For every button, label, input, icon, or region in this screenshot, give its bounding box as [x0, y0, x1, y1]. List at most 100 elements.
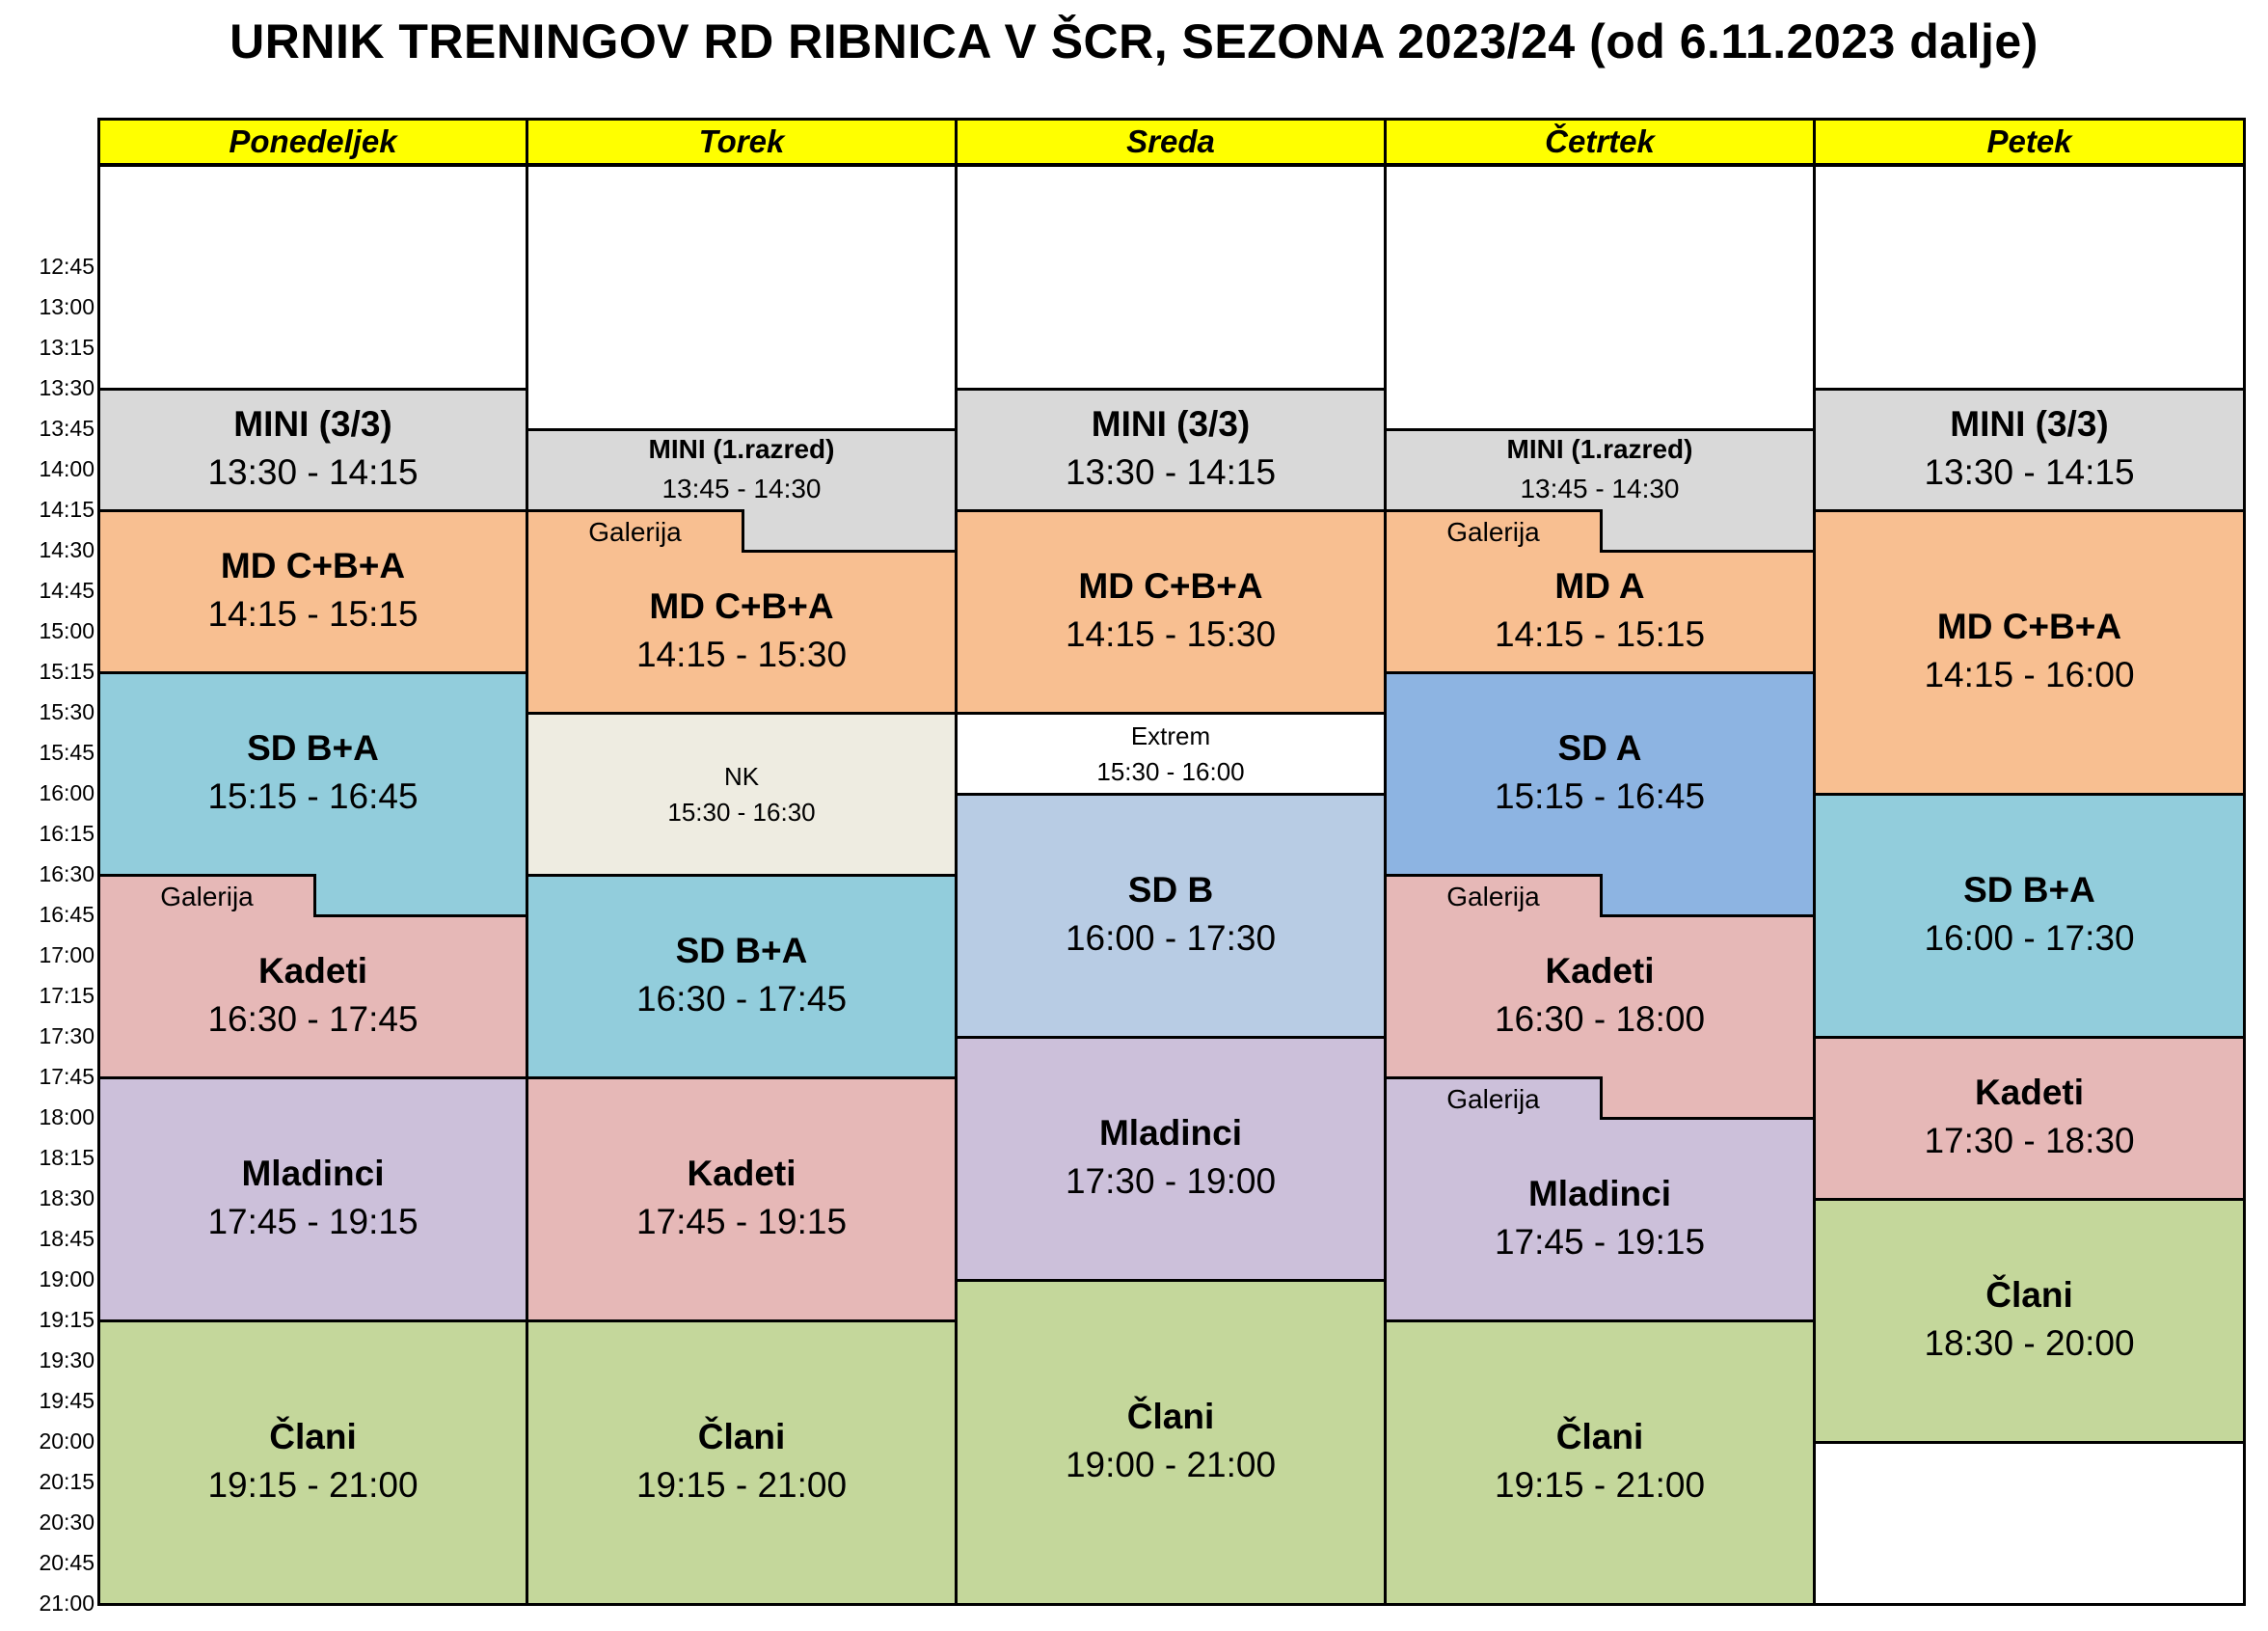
time-label: 14:45 — [39, 578, 94, 603]
time-label: 18:00 — [39, 1104, 94, 1129]
training-group: Kadeti — [257, 950, 368, 991]
time-label: 21:00 — [39, 1590, 94, 1616]
training-group: SD B+A — [1963, 869, 2095, 910]
training-block: Kadeti 17:30 - 18:30 — [1813, 1036, 2246, 1201]
training-time: 16:00 - 17:30 — [1924, 917, 2135, 958]
training-block: NK 15:30 - 16:30 — [526, 712, 958, 877]
training-block: Člani 19:15 - 21:00 — [526, 1319, 958, 1606]
training-time: 16:30 - 17:45 — [635, 978, 848, 1019]
time-label: 15:00 — [39, 618, 94, 643]
training-block: SD B 16:00 - 17:30 — [955, 793, 1387, 1039]
time-label: 18:15 — [39, 1145, 94, 1170]
training-time: 13:30 - 14:15 — [1924, 451, 2135, 492]
time-label: 20:00 — [39, 1428, 94, 1454]
training-block: MINI (3/3) 13:30 - 14:15 — [97, 388, 528, 512]
overlap-extension — [1600, 509, 1816, 553]
training-group: SD A — [1557, 727, 1642, 768]
time-label: 19:15 — [39, 1307, 94, 1332]
galerija-label: Galerija — [588, 517, 682, 547]
time-label: 14:00 — [39, 456, 94, 481]
time-label: 20:45 — [39, 1550, 94, 1575]
training-time: 15:30 - 16:00 — [1096, 756, 1245, 786]
training-block: Kadeti 17:45 - 19:15 — [526, 1076, 958, 1322]
training-time: 14:15 - 16:00 — [1924, 654, 2135, 694]
time-label: 12:45 — [39, 254, 94, 279]
training-time: 18:30 - 20:00 — [1924, 1322, 2135, 1363]
time-label: 17:00 — [39, 942, 94, 967]
time-label: 13:30 — [39, 375, 94, 400]
training-group: MD C+B+A — [649, 585, 834, 626]
time-label: 17:45 — [39, 1064, 94, 1089]
training-group: Člani — [1985, 1274, 2073, 1315]
training-group: MINI (1.razred) — [1506, 433, 1693, 464]
training-block: SD A 15:15 - 16:45 — [1384, 671, 1816, 877]
galerija-label: Galerija — [160, 882, 254, 911]
training-time: 13:45 - 14:30 — [662, 473, 822, 503]
training-group: MD A — [1554, 565, 1645, 606]
training-time: 13:45 - 14:30 — [1520, 473, 1680, 503]
training-group: MD C+B+A — [1936, 606, 2122, 646]
training-time: 14:15 - 15:15 — [1494, 613, 1706, 654]
training-block: MINI (3/3) 13:30 - 14:15 — [955, 388, 1387, 512]
training-time: 14:15 - 15:30 — [1065, 613, 1277, 654]
overlap-extension — [313, 874, 528, 917]
training-group: SD B+A — [247, 727, 379, 768]
time-label: 16:00 — [39, 780, 94, 805]
training-time: 19:15 - 21:00 — [635, 1464, 848, 1505]
training-time: 13:30 - 14:15 — [1065, 451, 1277, 492]
time-label: 13:45 — [39, 416, 94, 441]
training-group: SD B — [1127, 869, 1214, 910]
training-time: 19:15 - 21:00 — [1494, 1464, 1706, 1505]
time-label: 15:15 — [39, 659, 94, 684]
training-time: 17:45 - 19:15 — [1494, 1221, 1706, 1262]
training-group: SD B+A — [675, 930, 808, 970]
time-label: 20:15 — [39, 1469, 94, 1494]
time-label: 13:15 — [39, 335, 94, 360]
training-group: Kadeti — [1974, 1072, 2085, 1112]
galerija-label: Galerija — [1446, 517, 1540, 547]
time-label: 13:00 — [39, 294, 94, 319]
training-group: NK — [723, 761, 760, 791]
training-block: MD C+B+A 14:15 - 15:30 — [955, 509, 1387, 715]
training-time: 17:45 - 19:15 — [635, 1201, 848, 1241]
training-block: SD B+A 16:30 - 17:45 — [526, 874, 958, 1079]
training-group: Člani — [1126, 1396, 1215, 1436]
day-header: Četrtek — [1384, 118, 1816, 166]
training-time: 19:00 - 21:00 — [1065, 1444, 1277, 1484]
overlap-extension — [1600, 874, 1816, 917]
time-label: 19:00 — [39, 1266, 94, 1291]
training-group: Mladinci — [241, 1153, 385, 1193]
time-label: 19:30 — [39, 1347, 94, 1373]
time-label: 16:30 — [39, 861, 94, 886]
training-time: 19:15 - 21:00 — [207, 1464, 418, 1505]
training-group: Mladinci — [1527, 1173, 1672, 1213]
training-time: 14:15 - 15:15 — [207, 593, 418, 634]
training-time: 17:30 - 19:00 — [1065, 1160, 1277, 1201]
training-time: 17:45 - 19:15 — [207, 1201, 418, 1241]
training-time: 13:30 - 14:15 — [207, 451, 418, 492]
training-block: SD B+A 15:15 - 16:45 — [97, 671, 528, 877]
time-label: 16:45 — [39, 902, 94, 927]
training-group: MD C+B+A — [220, 545, 406, 585]
training-group: Mladinci — [1098, 1112, 1243, 1153]
training-time: 17:30 - 18:30 — [1924, 1120, 2135, 1160]
training-time: 14:15 - 15:30 — [635, 634, 848, 674]
day-header: Torek — [526, 118, 958, 166]
training-group: Extrem — [1130, 720, 1211, 750]
time-label: 17:15 — [39, 983, 94, 1008]
galerija-label: Galerija — [1446, 882, 1540, 911]
day-header: Petek — [1813, 118, 2246, 166]
training-group: Člani — [269, 1416, 357, 1456]
training-time: 16:00 - 17:30 — [1065, 917, 1277, 958]
time-label: 15:45 — [39, 740, 94, 765]
time-label: 18:30 — [39, 1185, 94, 1210]
training-block: Člani 19:15 - 21:00 — [1384, 1319, 1816, 1606]
time-label: 14:30 — [39, 537, 94, 562]
time-label: 16:15 — [39, 821, 94, 846]
training-block: Člani 19:00 - 21:00 — [955, 1279, 1387, 1606]
training-time: 15:30 - 16:30 — [667, 797, 816, 827]
training-group: MINI (3/3) — [1091, 403, 1251, 444]
training-group: Kadeti — [687, 1153, 796, 1193]
training-block: MINI (3/3) 13:30 - 14:15 — [1813, 388, 2246, 512]
training-time: 16:30 - 18:00 — [1494, 998, 1706, 1039]
